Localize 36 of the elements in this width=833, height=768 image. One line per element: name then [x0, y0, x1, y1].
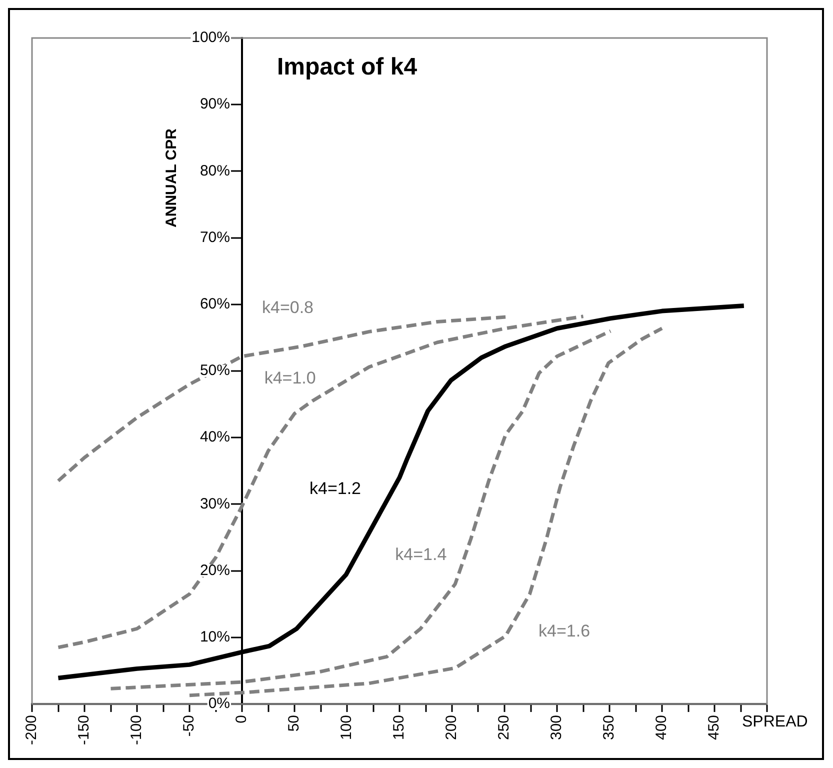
y-tick-label: 20%	[200, 562, 230, 579]
x-tick-label: 300	[548, 714, 566, 740]
y-tick-label: 70%	[200, 228, 230, 246]
x-tick-label: -200	[23, 714, 40, 746]
y-axis-title: ANNUAL CPR	[163, 128, 180, 228]
y-tick-label: 60%	[200, 296, 230, 313]
x-tick-label: -100	[128, 714, 146, 746]
line-series	[56, 315, 508, 483]
x-tick-label: -50	[180, 714, 198, 737]
x-tick-label: 200	[443, 714, 460, 740]
x-tick-label: 100	[338, 714, 356, 740]
y-tick-label: 30%	[200, 495, 230, 512]
x-axis-title: SPREAD	[742, 713, 808, 730]
y-tick-label: 100%	[192, 29, 230, 46]
y-tick-label: 50%	[200, 362, 230, 380]
y-tick-label: 10%	[200, 628, 230, 646]
series-label: k4=1.4	[395, 544, 447, 564]
series-label: k4=0.8	[262, 298, 314, 318]
y-tick-label: 40%	[200, 428, 230, 446]
y-tick-label: 80%	[200, 162, 230, 180]
x-tick-label: 350	[600, 714, 618, 740]
x-tick-label: 450	[706, 714, 723, 740]
y-tick-label: 0%	[208, 695, 230, 712]
line-series	[109, 329, 612, 690]
x-tick-label: 150	[390, 714, 408, 740]
x-tick-label: 50	[286, 714, 303, 732]
series-label: k4=1.0	[264, 368, 316, 388]
x-tick-label: 0	[233, 714, 250, 724]
series-label: k4=1.6	[538, 622, 590, 641]
y-tick-label: 90%	[200, 96, 230, 113]
text: Impact of k4	[277, 54, 418, 81]
x-tick-label: 250	[496, 714, 513, 740]
line-series	[188, 326, 664, 698]
x-tick-label: 400	[653, 714, 670, 740]
x-tick-label: -150	[76, 714, 93, 746]
series-label: k4=1.2	[310, 479, 362, 498]
